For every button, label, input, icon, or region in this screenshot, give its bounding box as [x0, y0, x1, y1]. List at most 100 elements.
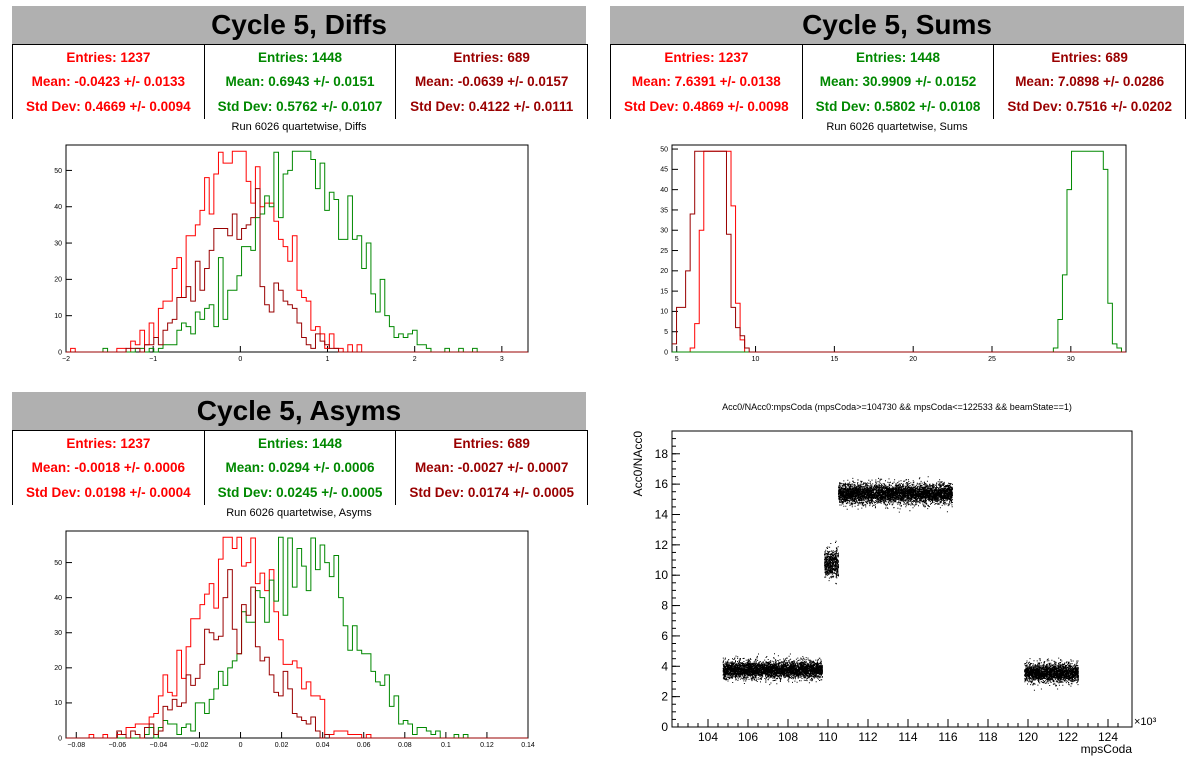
y-tick-label: 0: [661, 720, 668, 734]
stat-std: Std Dev: 0.5762 +/- 0.0107: [217, 99, 383, 115]
asyms-subtitle: Run 6026 quartetwise, Asyms: [226, 507, 372, 519]
plot-frame: [65, 144, 529, 353]
sums-title: Cycle 5, Sums: [610, 6, 1184, 44]
x-tick-label: 0: [239, 742, 243, 749]
stat-mean: Mean: 7.0898 +/- 0.0286: [1015, 74, 1165, 90]
stat-mean: Mean: -0.0027 +/- 0.0007: [414, 460, 569, 476]
x-tick-label: 0.08: [398, 742, 412, 749]
stat-mean: Mean: 7.6391 +/- 0.0138: [631, 74, 781, 90]
x-tick-label: −1: [149, 356, 157, 363]
y-tick-label: 4: [661, 659, 668, 673]
stat-std: Std Dev: 0.4869 +/- 0.0098: [623, 99, 789, 115]
x-tick-label: 1: [326, 356, 330, 363]
y-tick-label: 45: [660, 167, 668, 174]
x-tick-label: 104: [698, 730, 718, 744]
y-tick-label: 0: [58, 349, 62, 356]
stat-mean: Mean: 30.9909 +/- 0.0152: [819, 74, 977, 90]
x-tick-label: 3: [500, 356, 504, 363]
stat-mean: Mean: -0.0018 +/- 0.0006: [31, 460, 186, 476]
diffs-title: Cycle 5, Diffs: [12, 6, 586, 44]
diffs-stats-box: Entries: 1237 Mean: -0.0423 +/- 0.0133 S…: [12, 44, 588, 119]
x-tick-label: 106: [738, 730, 758, 744]
y-tick-label: 15: [660, 288, 668, 295]
scatter-cluster-1: [824, 540, 839, 585]
x-tick-label: 0: [238, 356, 242, 363]
stat-std: Std Dev: 0.4669 +/- 0.0094: [25, 99, 191, 115]
histogram-series-2: [672, 150, 1126, 353]
diffs-stats-darkred: Entries: 689 Mean: -0.0639 +/- 0.0157 St…: [396, 45, 587, 119]
histogram-series-2: [66, 188, 528, 353]
asyms-stats-green: Entries: 1448 Mean: 0.0294 +/- 0.0006 St…: [205, 431, 397, 505]
x-tick-label: 118: [978, 730, 997, 744]
y-tick-label: 14: [655, 507, 669, 521]
stat-entries: Entries: 1448: [257, 435, 343, 451]
stat-mean: Mean: 0.6943 +/- 0.0151: [225, 74, 375, 90]
y-tick-label: 10: [54, 700, 62, 707]
stat-std: Std Dev: 0.5802 +/- 0.0108: [815, 99, 981, 115]
x-tick-label: −2: [62, 356, 70, 363]
diffs-stats-red: Entries: 1237 Mean: -0.0423 +/- 0.0133 S…: [13, 45, 205, 119]
y-tick-label: 0: [58, 735, 62, 742]
x-tick-label: −0.04: [150, 742, 168, 749]
x-axis-label: mpsCoda: [1081, 742, 1133, 756]
y-tick-label: 10: [655, 568, 669, 582]
x-tick-label: 25: [988, 356, 996, 363]
scatter-cluster-3: [1024, 657, 1079, 691]
x-tick-label: 108: [778, 730, 798, 744]
x-tick-label: −0.08: [67, 742, 85, 749]
x-tick-label: 0.1: [441, 742, 451, 749]
y-tick-label: 25: [660, 248, 668, 255]
stat-std: Std Dev: 0.4122 +/- 0.0111: [410, 99, 574, 115]
asyms-stats-darkred: Entries: 689 Mean: -0.0027 +/- 0.0007 St…: [396, 431, 587, 505]
sums-stats-red: Entries: 1237 Mean: 7.6391 +/- 0.0138 St…: [611, 45, 803, 119]
x-tick-label: 0.14: [521, 742, 535, 749]
y-tick-label: 50: [54, 560, 62, 567]
y-tick-label: 16: [655, 477, 669, 491]
x-tick-label: 0.02: [275, 742, 289, 749]
x-axis-exponent: ×10³: [1134, 716, 1157, 728]
scatter-points: [722, 476, 1079, 691]
stat-std: Std Dev: 0.7516 +/- 0.0202: [1007, 99, 1173, 115]
y-tick-label: 40: [54, 595, 62, 602]
sums-stats-darkred: Entries: 689 Mean: 7.0898 +/- 0.0286 Std…: [994, 45, 1185, 119]
histogram-series-2: [66, 569, 528, 739]
stat-mean: Mean: -0.0639 +/- 0.0157: [414, 74, 569, 90]
x-tick-label: 120: [1018, 730, 1038, 744]
x-tick-label: 124: [1098, 730, 1118, 744]
y-tick-label: 30: [660, 228, 668, 235]
asyms-stats-red: Entries: 1237 Mean: -0.0018 +/- 0.0006 S…: [13, 431, 205, 505]
y-tick-label: 0: [664, 349, 668, 356]
y-tick-label: 10: [54, 313, 62, 320]
asyms-title: Cycle 5, Asyms: [12, 392, 586, 430]
stat-mean: Mean: 0.0294 +/- 0.0006: [225, 460, 375, 476]
diffs-subtitle: Run 6026 quartetwise, Diffs: [231, 121, 367, 133]
y-tick-label: 40: [54, 204, 62, 211]
y-tick-label: 50: [54, 168, 62, 175]
x-tick-label: 15: [830, 356, 838, 363]
scatter-cluster-0: [722, 653, 823, 686]
y-tick-label: 50: [660, 146, 668, 153]
y-tick-label: 40: [660, 187, 668, 194]
x-tick-label: 122: [1058, 730, 1078, 744]
x-tick-label: 116: [938, 730, 957, 744]
y-tick-label: 20: [54, 665, 62, 672]
y-axis-label: Acc0/NAcc0: [631, 431, 645, 497]
sums-subtitle: Run 6026 quartetwise, Sums: [826, 121, 968, 133]
x-tick-label: −0.02: [191, 742, 209, 749]
y-tick-label: 30: [54, 240, 62, 247]
stat-std: Std Dev: 0.0245 +/- 0.0005: [217, 485, 383, 501]
y-tick-label: 18: [655, 447, 669, 461]
scatter-cluster-2: [838, 476, 953, 513]
y-tick-label: 30: [54, 630, 62, 637]
y-tick-label: 12: [655, 538, 669, 552]
x-tick-label: 112: [858, 730, 877, 744]
y-tick-label: 10: [660, 309, 668, 316]
diffs-stats-green: Entries: 1448 Mean: 0.6943 +/- 0.0151 St…: [205, 45, 397, 119]
x-tick-label: −0.06: [108, 742, 126, 749]
stat-entries: Entries: 1237: [66, 435, 151, 451]
x-tick-label: 20: [909, 356, 917, 363]
y-tick-label: 6: [661, 629, 668, 643]
histogram-series-1: [66, 536, 528, 739]
stat-entries: Entries: 1448: [257, 49, 343, 65]
